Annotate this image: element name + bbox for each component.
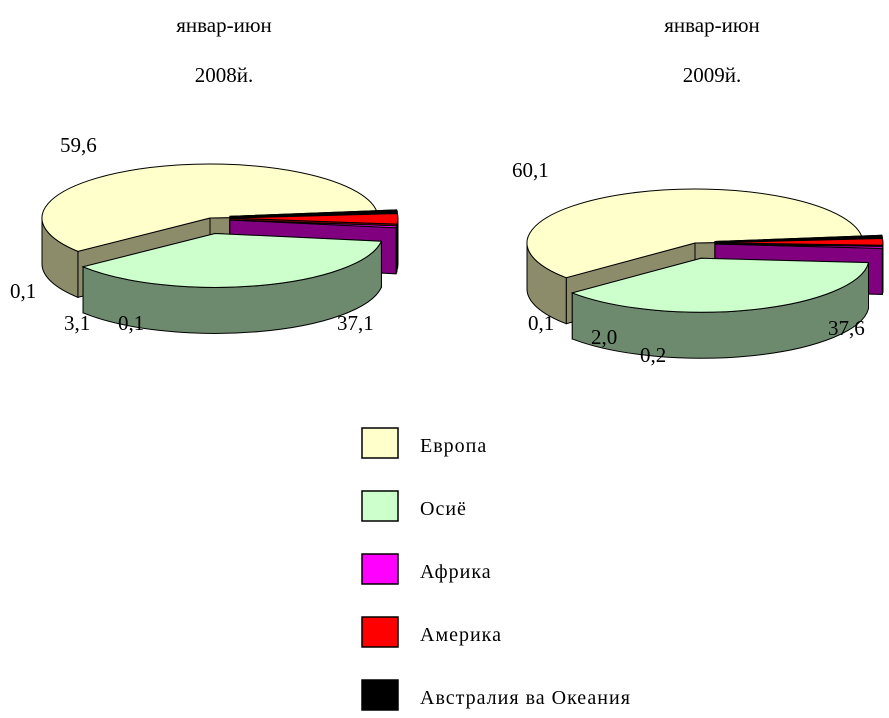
chart2-slice-asia: [570, 257, 870, 359]
chart1-title-line1: январ-июн: [176, 13, 272, 37]
chart2-label-europe: 60,1: [512, 158, 549, 182]
chart1-label-asia: 37,1: [337, 311, 374, 335]
chart2-title-line2: 2009й.: [683, 63, 742, 87]
pie-chart-2009: [526, 188, 884, 359]
legend-swatch-africa: [361, 553, 399, 585]
legend-label-europe: Европа: [420, 435, 487, 457]
chart1-label-africa: 0,1: [118, 311, 144, 335]
pie-chart-2008: [41, 163, 399, 334]
chart2-label-asia: 37,6: [828, 316, 865, 340]
legend-swatch-europe: [361, 427, 399, 459]
legend-label-australia: Австралия ва Океания: [420, 687, 631, 709]
chart1-slice-asia: [81, 232, 383, 334]
legend: Европа Осиё Африка Америка Австралия ва …: [361, 427, 631, 711]
chart1-title-line2: 2008й.: [195, 63, 254, 87]
chart2-label-africa: 0,2: [640, 343, 666, 367]
chart1-label-australia: 0,1: [10, 279, 36, 303]
legend-label-america: Америка: [420, 624, 502, 646]
chart1-label-europe: 59,6: [60, 133, 97, 157]
chart2-title-line1: январ-июн: [664, 13, 760, 37]
legend-swatch-america: [361, 616, 399, 648]
chart1-label-america: 3,1: [64, 311, 90, 335]
legend-swatch-asia: [361, 490, 399, 522]
legend-swatch-australia: [361, 679, 399, 711]
chart2-label-australia: 0,1: [528, 311, 554, 335]
chart2-label-america: 2,0: [591, 325, 617, 349]
legend-label-africa: Африка: [420, 561, 492, 583]
legend-label-asia: Осиё: [420, 498, 467, 520]
